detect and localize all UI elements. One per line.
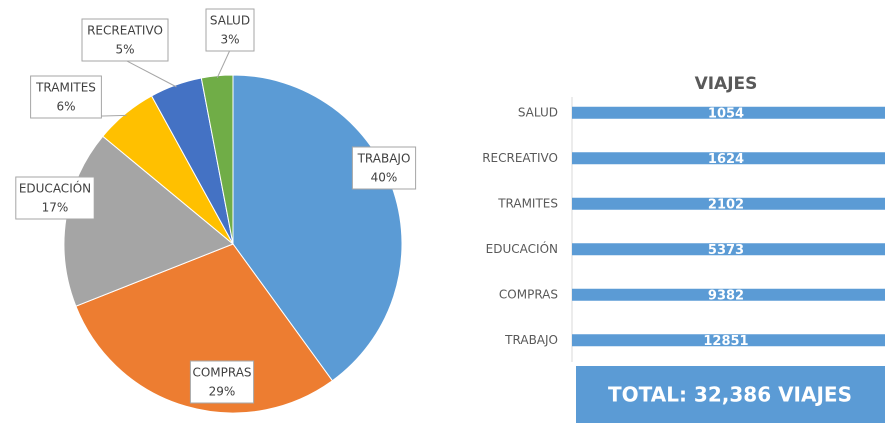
slice-value: 29%: [209, 385, 236, 399]
slice-name: RECREATIVO: [87, 24, 163, 38]
label-box: [189, 360, 255, 404]
slice-name: EDUCACIÓN: [19, 181, 91, 196]
bar: [572, 288, 885, 301]
total-text: TOTAL: 32,386 VIAJES: [608, 383, 852, 407]
bar-title: VIAJES: [695, 74, 758, 94]
bar-value: 12851: [703, 334, 748, 349]
bar-value: 2102: [708, 197, 744, 212]
slice-name: COMPRAS: [192, 366, 251, 380]
bar: [572, 197, 885, 210]
bar: [572, 334, 885, 347]
slice-name: TRAMITES: [35, 81, 96, 95]
y-tick-label: TRAMITES: [497, 196, 558, 210]
bar: [572, 243, 885, 256]
slice-name: TRABAJO: [357, 152, 411, 166]
slice-value: 17%: [42, 201, 69, 215]
label-box: [205, 8, 255, 52]
bars: [572, 106, 885, 347]
slice-value: 3%: [220, 33, 239, 47]
y-tick-label: SALUD: [518, 105, 558, 119]
slice-value: 5%: [115, 43, 134, 57]
bar: [572, 106, 885, 119]
slice-value: 40%: [371, 171, 398, 185]
bar-value: 5373: [708, 243, 744, 258]
y-tick-label: RECREATIVO: [482, 151, 558, 165]
slice-name: SALUD: [210, 14, 250, 28]
bar-value: 9382: [708, 288, 744, 303]
leader-line: [124, 59, 177, 88]
y-tick-label: COMPRAS: [499, 287, 558, 301]
pie-slice: [200, 74, 234, 245]
pie-slice: [75, 243, 334, 414]
label-box: [81, 18, 169, 62]
label-box: [351, 146, 417, 190]
label-box: [15, 176, 95, 220]
y-tick-label: EDUCACIÓN: [486, 241, 558, 256]
y-tick-label: TRABAJO: [504, 333, 558, 347]
slice-value: 6%: [56, 100, 75, 114]
bar-value: 1624: [708, 152, 744, 167]
leader-line: [216, 49, 231, 78]
bar-value: 1054: [708, 106, 744, 121]
bar: [572, 152, 885, 165]
total-box: [576, 366, 885, 423]
label-box: [30, 75, 102, 119]
